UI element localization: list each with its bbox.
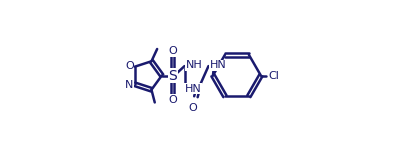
Text: O: O [189, 103, 197, 112]
Text: NH: NH [186, 61, 202, 71]
Text: O: O [168, 95, 177, 105]
Text: Cl: Cl [269, 71, 280, 80]
Text: N: N [125, 80, 134, 90]
Text: O: O [125, 61, 134, 71]
Text: HN: HN [209, 61, 226, 71]
Text: HN: HN [185, 84, 201, 93]
Text: S: S [168, 69, 177, 82]
Text: O: O [168, 46, 177, 56]
